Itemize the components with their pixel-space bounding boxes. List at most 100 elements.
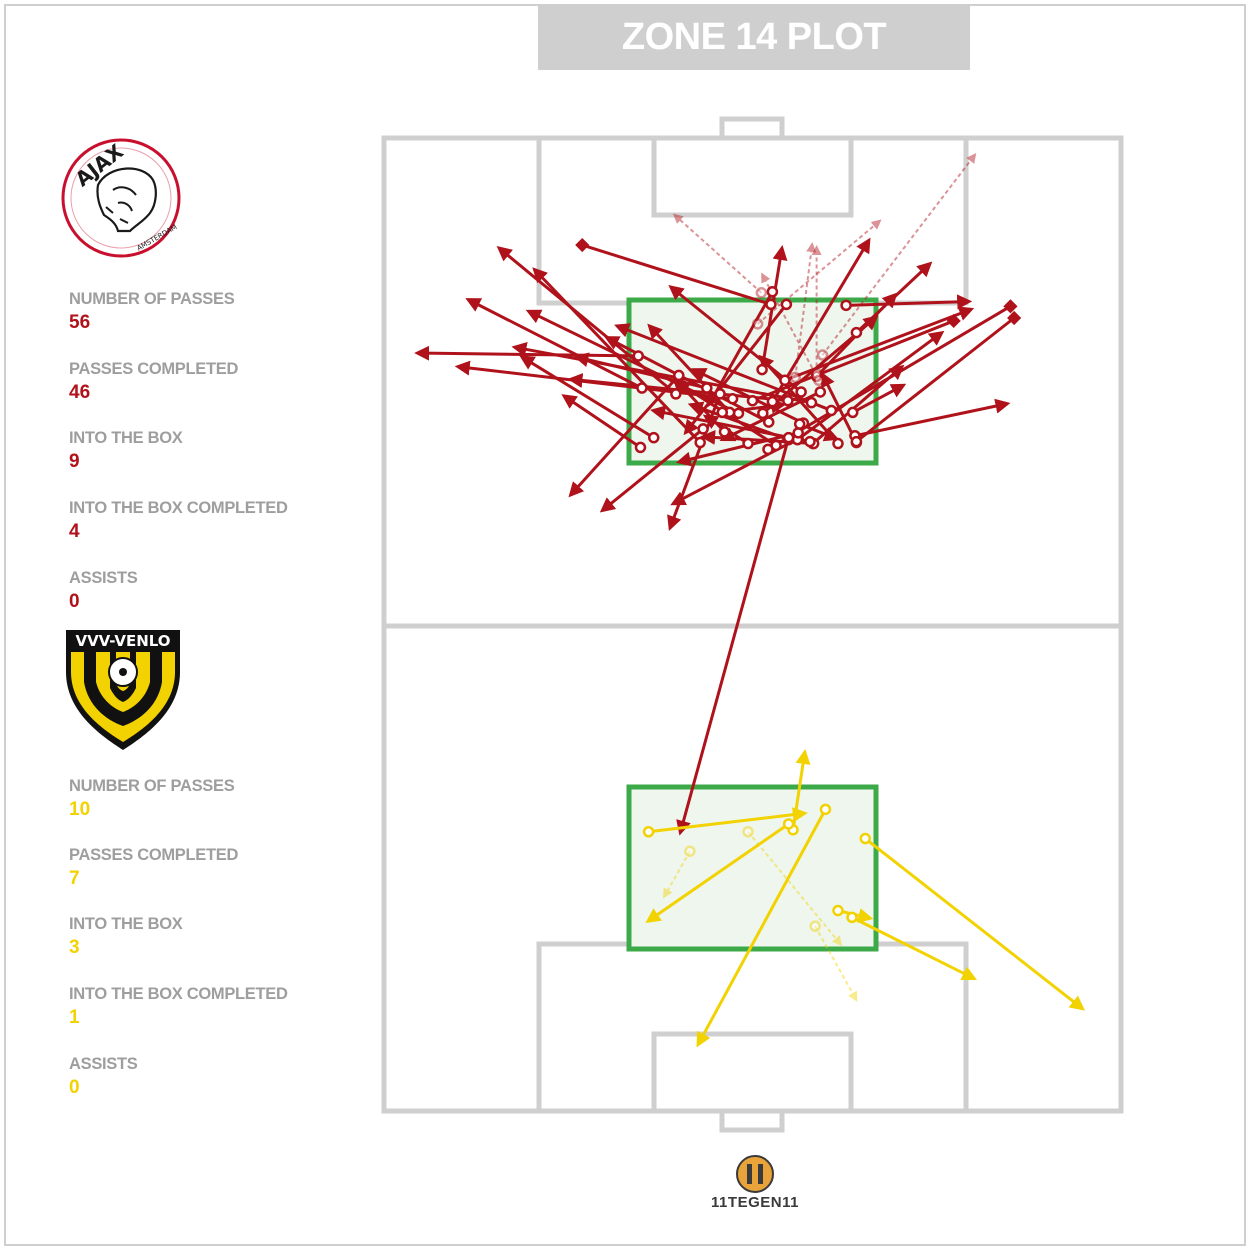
home-pass: [687, 401, 790, 442]
home-pass: [796, 330, 945, 441]
away-pass: [747, 831, 843, 947]
home-pass-line: [668, 284, 803, 394]
home-pass-origin: [780, 298, 793, 311]
vvv-venlo-logo: VVV-VENLO: [66, 630, 180, 750]
home-pass: [561, 394, 642, 449]
home-pass-origin: [762, 443, 774, 456]
home-pass-origin: [701, 382, 713, 394]
stat-label: ASSISTS: [69, 569, 138, 587]
home-pass-line: [794, 242, 817, 378]
home-pass: [675, 431, 799, 467]
away-pass-origin: [832, 904, 844, 917]
home-stat-passes: NUMBER OF PASSES 56: [69, 290, 235, 334]
away-stat-into-box: INTO THE BOX 3: [69, 915, 183, 959]
home-pass-origin: [746, 394, 759, 407]
away-pass-line: [747, 831, 843, 947]
home-pass: [707, 290, 774, 408]
home-stat-into-box-completed: INTO THE BOX COMPLETED 4: [69, 499, 288, 543]
stat-value: 46: [69, 382, 91, 403]
home-pass-origin: [792, 427, 804, 439]
home-pass-origin: [742, 437, 754, 450]
home-pass-origin: [805, 396, 818, 409]
home-pass-box-end: [946, 313, 961, 328]
home-pass-origin: [716, 406, 729, 419]
stat-value: 0: [69, 591, 80, 612]
away-pass: [648, 807, 808, 834]
top-goal: [719, 116, 785, 141]
home-pass-box-end: [1007, 310, 1022, 326]
home-pass: [690, 368, 805, 425]
away-pass-origin: [809, 920, 821, 932]
home-pass-line: [672, 213, 763, 294]
stat-label: INTO THE BOX COMPLETED: [69, 499, 288, 517]
home-pass-origin: [795, 386, 807, 398]
home-pass-origin: [766, 285, 779, 298]
home-pass-origin: [632, 350, 645, 362]
pitch-markings: [381, 116, 1124, 1133]
home-pass-origin: [810, 370, 823, 383]
home-pass-origin: [782, 394, 794, 407]
home-pass-line: [561, 394, 642, 449]
away-pass-line: [648, 807, 808, 834]
home-pass-line: [687, 401, 790, 442]
stat-label: INTO THE BOX: [69, 429, 183, 447]
home-pass-box-end: [1003, 299, 1018, 314]
home-pass: [676, 437, 791, 836]
away-pass-origin: [684, 845, 696, 857]
ajax-logo: AJAX AMSTERDAM: [61, 138, 181, 258]
home-pass: [519, 355, 655, 439]
home-pass: [599, 427, 705, 513]
bottom-six-yard-box: [651, 1031, 854, 1114]
away-pass: [864, 837, 1086, 1011]
away-pass-line: [696, 808, 827, 1048]
top-six-yard-box: [651, 135, 854, 218]
home-pass: [784, 306, 975, 382]
top-penalty-box: [536, 135, 969, 306]
page-title: ZONE 14 PLOT: [538, 4, 970, 70]
away-pass: [663, 850, 691, 899]
stat-value: 56: [69, 312, 91, 333]
stat-value: 0: [69, 1077, 80, 1098]
home-pass-line: [796, 330, 945, 441]
stat-value: 4: [69, 521, 80, 542]
home-pass-origin: [762, 416, 775, 428]
home-pass-origin: [697, 423, 709, 435]
brand-logo: 11TEGEN11: [700, 1150, 810, 1220]
stat-label: NUMBER OF PASSES: [69, 777, 235, 795]
home-pass-line: [751, 319, 955, 403]
home-pass-line: [676, 437, 791, 836]
home-pass-origin: [751, 318, 764, 330]
home-pass-origin: [670, 388, 682, 400]
away-zone-14: [626, 784, 879, 952]
stat-label: NUMBER OF PASSES: [69, 290, 235, 308]
home-pass: [757, 219, 882, 325]
away-pass-line: [791, 748, 811, 831]
home-pass-origin: [789, 371, 801, 384]
away-pass: [851, 916, 978, 981]
home-pass: [771, 237, 871, 403]
home-pass-line: [707, 290, 774, 408]
home-pass-origin: [718, 426, 731, 438]
home-pass-line: [690, 368, 805, 425]
home-pass-origin: [810, 367, 823, 380]
home-pass-box-end: [575, 237, 590, 253]
away-stat-assists: ASSISTS 0: [69, 1055, 138, 1099]
home-pass-origin: [804, 435, 816, 448]
home-pass-origin: [813, 374, 825, 387]
home-pass-origin: [756, 363, 768, 376]
home-pass-line: [496, 246, 677, 396]
home-pass-origin: [634, 441, 647, 454]
home-pass-origin: [840, 299, 852, 312]
away-pass-origin: [819, 803, 832, 816]
stat-value: 3: [69, 937, 80, 958]
stat-value: 7: [69, 868, 80, 889]
home-pass-origin: [647, 431, 660, 444]
home-pass-origin: [732, 407, 745, 420]
away-pass: [696, 808, 827, 1048]
home-pass: [668, 284, 803, 394]
home-pass-origin: [755, 286, 768, 299]
brand-text: 11TEGEN11: [711, 1194, 799, 1211]
home-pass-origin: [850, 326, 863, 339]
home-pass-origin: [850, 435, 863, 448]
